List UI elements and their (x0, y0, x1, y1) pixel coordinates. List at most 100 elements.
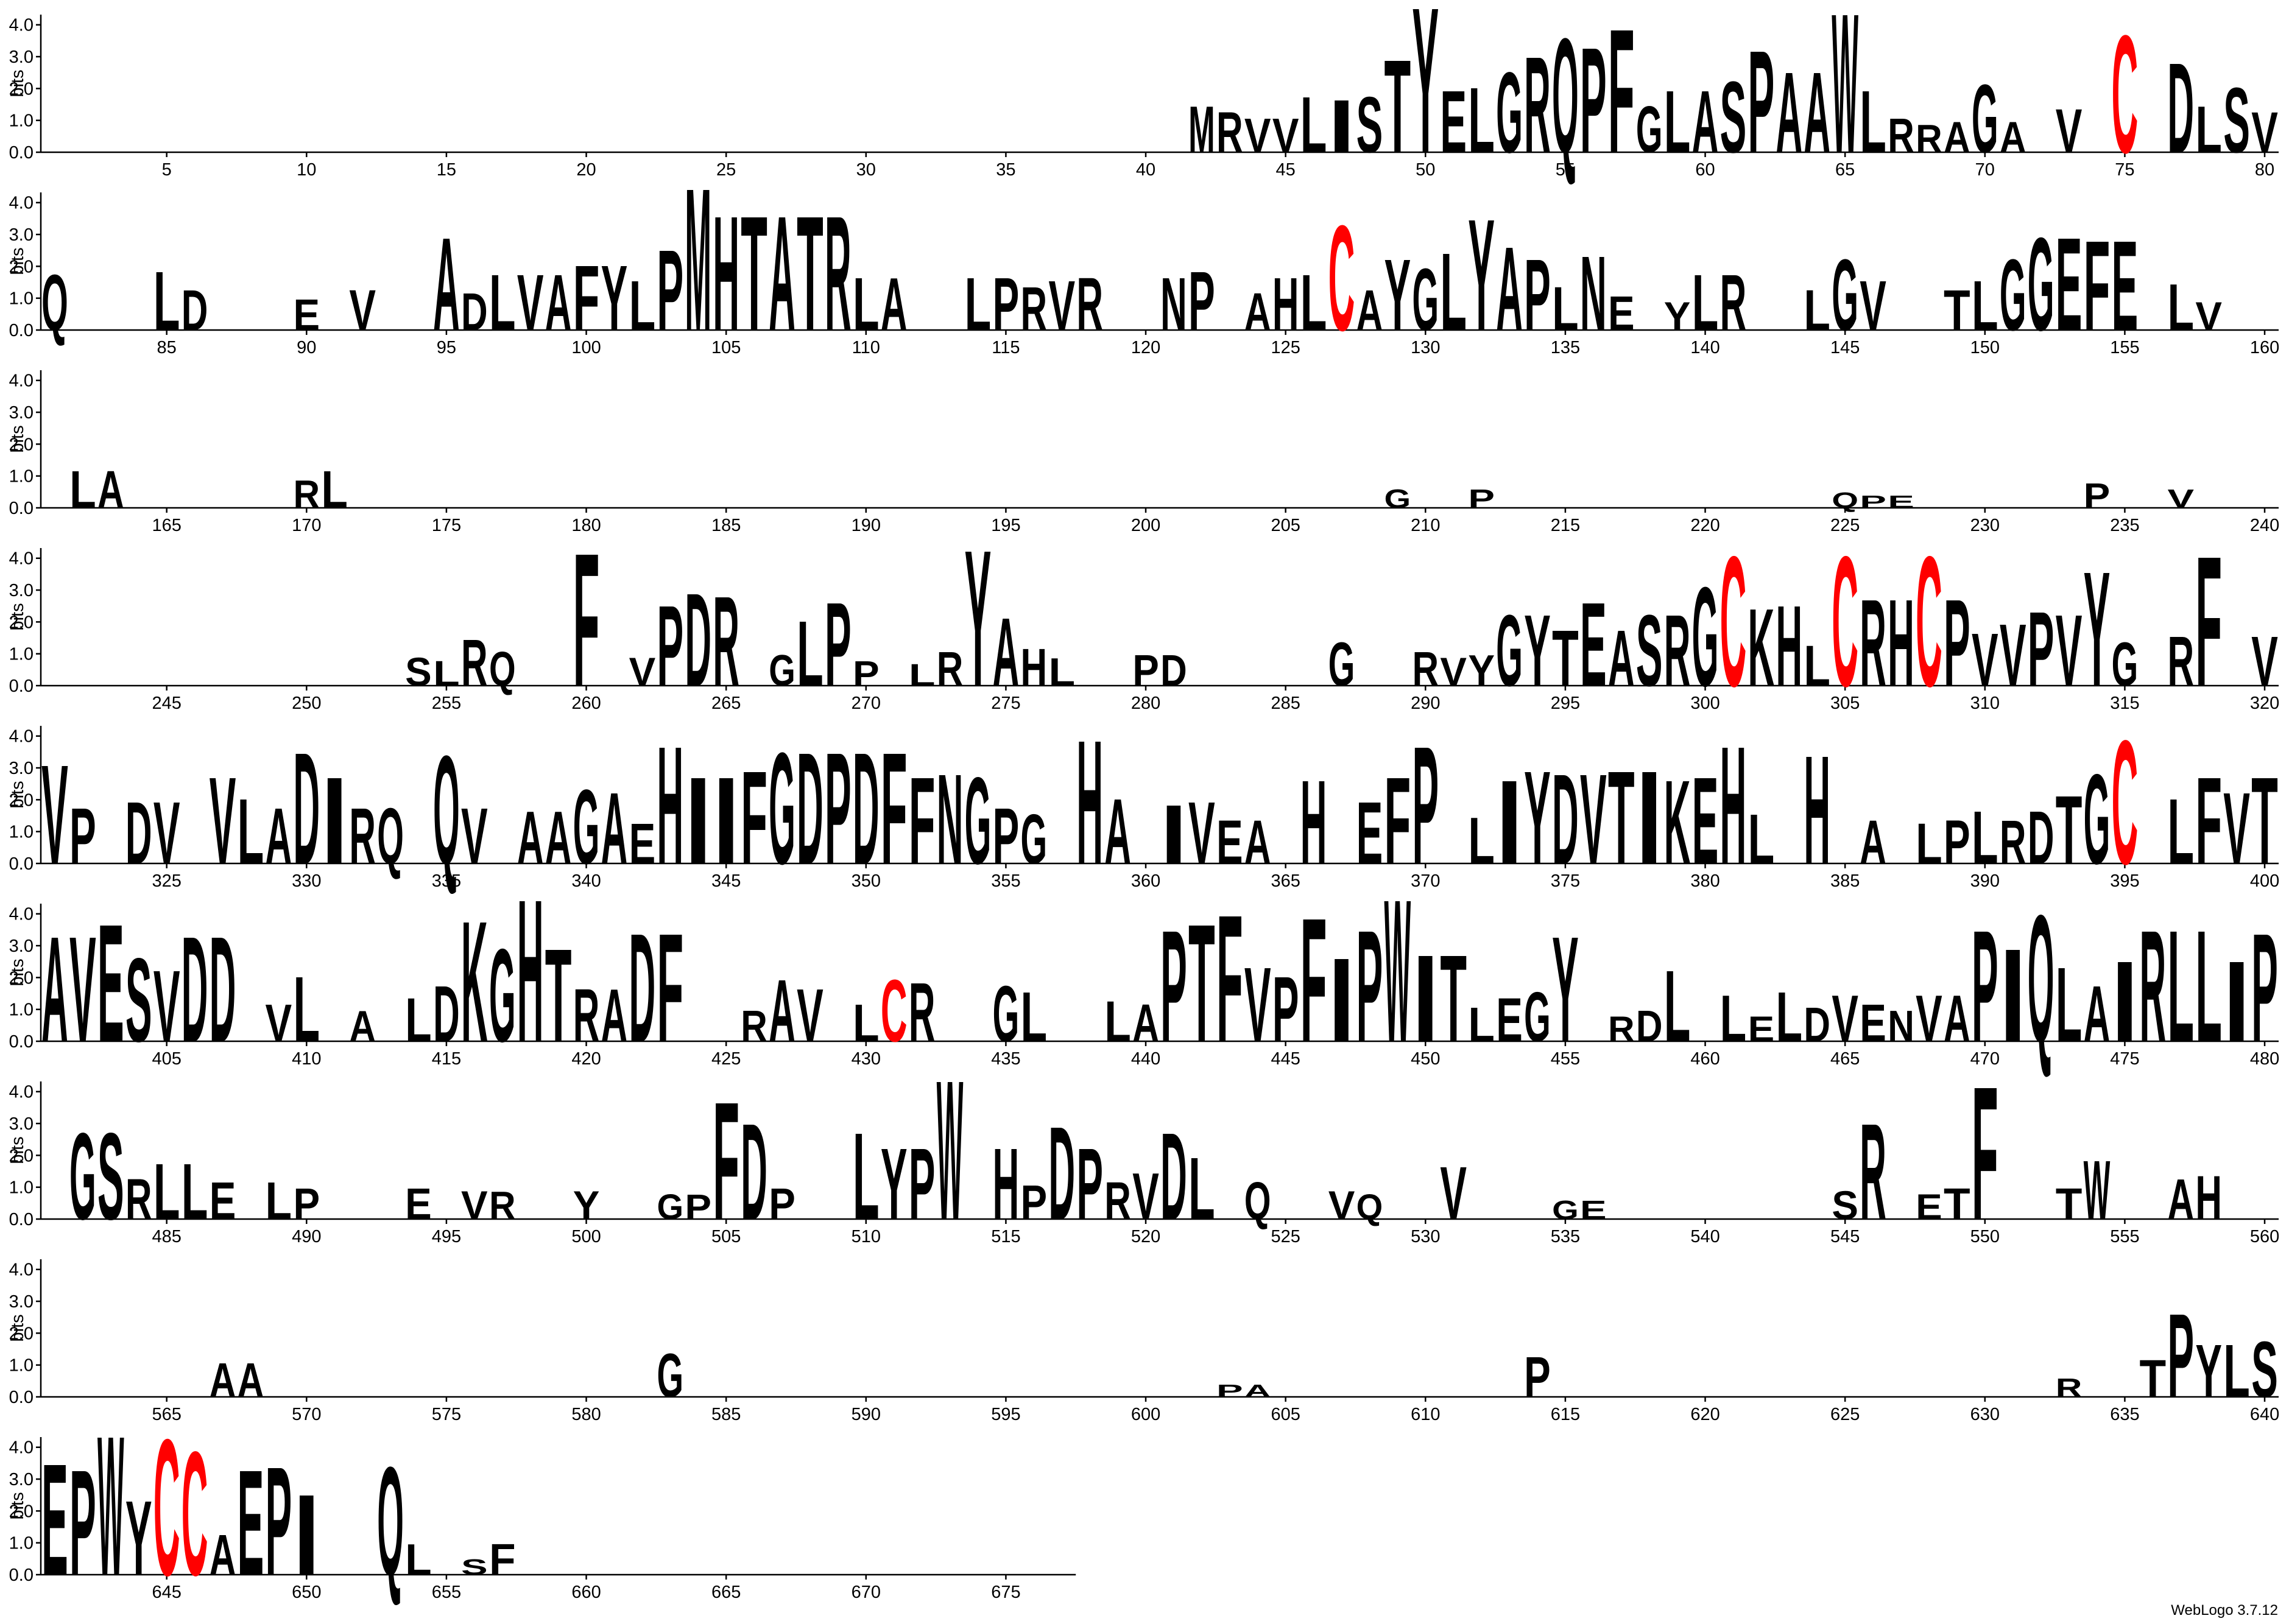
logo-letter: P (1860, 492, 1886, 512)
logo-letter: R (489, 1184, 516, 1228)
logo-letter: L (2167, 897, 2194, 1075)
logo-letter: C (1720, 518, 1747, 725)
logo-letter: L (1972, 796, 1998, 880)
x-tick-label: 565 (152, 1405, 181, 1424)
x-tick-label: 465 (1830, 1049, 1860, 1069)
x-tick-label: 550 (1970, 1227, 2000, 1246)
logo-letter: D (182, 278, 208, 342)
logo-letter: A (517, 795, 544, 879)
logo-letter: L (1300, 259, 1327, 347)
y-axis-label: bits (8, 247, 27, 275)
logo-letter: V (2056, 97, 2083, 166)
logo-letter: D (125, 783, 152, 882)
logo-letter: R (937, 642, 964, 697)
logo-letter: A (349, 1002, 376, 1051)
logo-letter: V (2223, 772, 2250, 885)
x-tick-label: 390 (1970, 871, 2000, 891)
logo-letter: R (1412, 642, 1439, 697)
logo-letter: T (1944, 278, 1970, 342)
logo-letter: T (2056, 1179, 2083, 1229)
logo-letter: R (461, 625, 488, 700)
logo-letter: H (1272, 262, 1299, 346)
logo-letter: R (1608, 1009, 1635, 1049)
logo-letter: H (2195, 1163, 2222, 1232)
x-tick-label: 590 (852, 1405, 881, 1424)
logo-letter: P (1524, 1345, 1551, 1410)
logo-letter: A (238, 1354, 264, 1408)
logo-letter: I (713, 751, 739, 890)
logo-letter: R (349, 792, 376, 881)
logo-letter: R (1021, 274, 1048, 343)
y-axis-label: bits (8, 425, 27, 452)
logo-letter: C (2112, 1, 2139, 188)
logo-letter: F (1972, 1048, 1998, 1260)
x-tick-label: 385 (1830, 871, 1860, 891)
logo-letter: G (1328, 631, 1355, 700)
y-axis-label: bits (8, 1314, 27, 1341)
x-tick-label: 480 (2250, 1049, 2279, 1069)
logo-letter: E (1496, 986, 1523, 1055)
logo-letter: D (210, 905, 236, 1074)
logo-letter: R (1916, 117, 1942, 161)
logo-letter: F (657, 901, 684, 1075)
logo-letter: Q (489, 641, 516, 696)
x-tick-label: 365 (1271, 871, 1300, 891)
logo-letter: A (1244, 807, 1271, 877)
logo-letter: V (1832, 982, 1858, 1056)
y-tick-label: 2.0 (9, 790, 34, 810)
logo-letter: V (1440, 1151, 1467, 1235)
x-tick-label: 5 (162, 160, 172, 180)
logo-letter: F (909, 752, 936, 890)
logo-letter: G (1524, 978, 1551, 1057)
logo-letter: A (1608, 614, 1635, 703)
logo-letter: Y (1524, 594, 1551, 708)
logo-letter: P (1944, 574, 1970, 713)
logo-letter: P (1468, 484, 1495, 514)
logo-letter: V (461, 791, 488, 881)
x-tick-label: 110 (852, 338, 880, 357)
x-tick-label: 285 (1271, 694, 1300, 713)
x-tick-label: 255 (432, 694, 461, 713)
y-tick-label: 3.0 (9, 47, 34, 67)
logo-letter: L (153, 255, 180, 348)
x-tick-label: 420 (571, 1049, 601, 1069)
x-tick-label: 15 (437, 160, 456, 180)
y-tick-label: 1.0 (9, 1356, 34, 1376)
x-tick-label: 645 (152, 1583, 181, 1602)
logo-letter: F (2084, 215, 2111, 357)
logo-letter: E (1692, 752, 1719, 891)
x-tick-label: 320 (2250, 694, 2279, 713)
logo-letter: V (1328, 1183, 1355, 1228)
logo-letter: Y (881, 1127, 908, 1241)
x-tick-label: 375 (1551, 871, 1580, 891)
x-tick-label: 535 (1551, 1227, 1580, 1246)
logo-letter: Y (1412, 0, 1439, 197)
logo-letter: G (1496, 48, 1523, 177)
logo-letter: T (1552, 614, 1579, 703)
logo-letter: D (685, 565, 711, 714)
logo-letter: E (1216, 809, 1243, 877)
x-tick-label: 190 (852, 516, 881, 535)
logo-letter: E (1580, 578, 1607, 711)
x-tick-label: 120 (1131, 338, 1160, 357)
logo-letter: V (1272, 109, 1299, 163)
logo-letter: G (965, 751, 992, 890)
x-tick-label: 650 (292, 1583, 321, 1602)
logo-letter: Q (377, 792, 404, 881)
logo-letter: Q (1244, 1171, 1271, 1231)
x-tick-label: 60 (1695, 160, 1715, 180)
logo-letter: S (405, 650, 432, 694)
logo-letter: K (1664, 756, 1691, 889)
logo-letter: R (713, 570, 739, 713)
logo-letter: L (1776, 978, 1802, 1056)
logo-letter: G (657, 1342, 684, 1411)
logo-letter: L (1664, 950, 1691, 1063)
logo-letter: G (1384, 484, 1411, 514)
x-tick-label: 145 (1830, 338, 1860, 357)
x-tick-label: 125 (1271, 338, 1300, 357)
logo-letter: I (1328, 933, 1355, 1067)
x-tick-label: 460 (1690, 1049, 1719, 1069)
logo-letter: A (2167, 1167, 2194, 1231)
y-tick-label: 2.0 (9, 257, 34, 276)
